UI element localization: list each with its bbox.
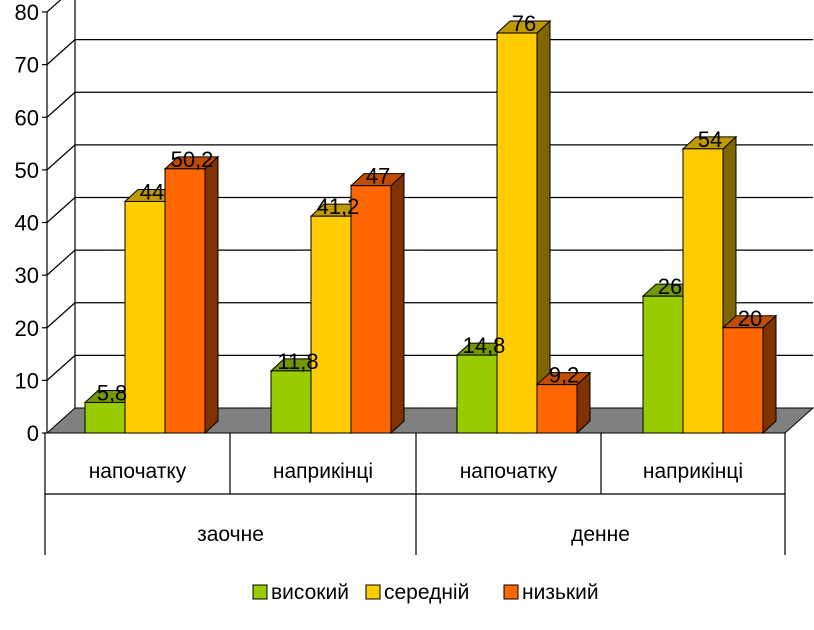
wall-diagonal	[46, 0, 62, 13]
y-tick-label: 20	[15, 316, 39, 341]
data-label: 26	[658, 274, 682, 299]
legend	[252, 584, 519, 600]
data-label: 50,2	[171, 147, 214, 172]
legend-item	[503, 584, 519, 600]
bar-низький	[163, 155, 220, 435]
bar-середній	[495, 19, 552, 435]
bar-front	[722, 327, 764, 434]
data-label: 54	[698, 127, 722, 152]
bar-низький	[721, 314, 778, 435]
bar-front	[164, 168, 206, 434]
x-group-label: заочне	[197, 523, 264, 546]
x-tick-label: наприкінці	[643, 460, 743, 483]
bar-front	[350, 185, 392, 434]
legend-item	[365, 584, 381, 600]
data-label: 44	[140, 179, 164, 204]
data-label: 5,8	[97, 380, 128, 405]
bar-front	[456, 354, 498, 434]
wall-diagonal	[46, 197, 76, 223]
data-label: 20	[738, 306, 762, 331]
x-tick-label: напочатку	[460, 460, 558, 483]
data-label: 76	[512, 11, 536, 36]
y-tick-label: 60	[15, 105, 39, 130]
data-label: 47	[366, 164, 390, 189]
data-label: 41,2	[317, 194, 360, 219]
wall-diagonal	[46, 144, 76, 171]
category-axis	[44, 433, 786, 555]
bar-front	[642, 295, 684, 434]
bar-front	[310, 215, 352, 434]
bar-front	[682, 148, 724, 434]
bar-side	[204, 155, 219, 435]
wall-diagonal	[46, 302, 76, 329]
y-tick-label: 30	[15, 263, 39, 288]
data-label: 9,2	[549, 363, 580, 388]
bar-front	[270, 370, 312, 434]
y-tick-label: 0	[27, 421, 39, 446]
legend-label: низький	[522, 581, 599, 604]
wall-diagonal	[46, 91, 76, 118]
data-label: 11,8	[277, 349, 318, 374]
legend-swatch	[365, 584, 381, 600]
bar-front	[496, 32, 538, 434]
wall-diagonal	[46, 249, 76, 276]
bar-front	[536, 384, 578, 434]
legend-label: високий	[271, 581, 349, 604]
legend-swatch	[252, 584, 268, 600]
legend-swatch	[503, 584, 519, 600]
bar-front	[84, 401, 126, 434]
data-label: 14,8	[463, 333, 506, 358]
bar-front	[124, 200, 166, 434]
y-tick-label: 10	[15, 368, 39, 393]
bars	[83, 19, 778, 435]
x-tick-label: напочатку	[89, 460, 187, 483]
bar-side	[390, 172, 405, 435]
bar-side	[762, 314, 777, 435]
legend-item	[252, 584, 268, 600]
y-tick-label: 80	[15, 0, 39, 25]
legend-label: середній	[384, 581, 469, 604]
y-tick-label: 70	[15, 53, 39, 78]
y-tick-label: 40	[15, 211, 39, 236]
bar-низький	[535, 371, 592, 435]
y-tick-label: 50	[15, 158, 39, 183]
x-tick-label: наприкінці	[273, 460, 373, 483]
wall-diagonal	[46, 354, 76, 381]
wall-diagonal	[46, 39, 76, 66]
bar-низький	[349, 172, 406, 435]
x-group-label: денне	[571, 523, 630, 546]
